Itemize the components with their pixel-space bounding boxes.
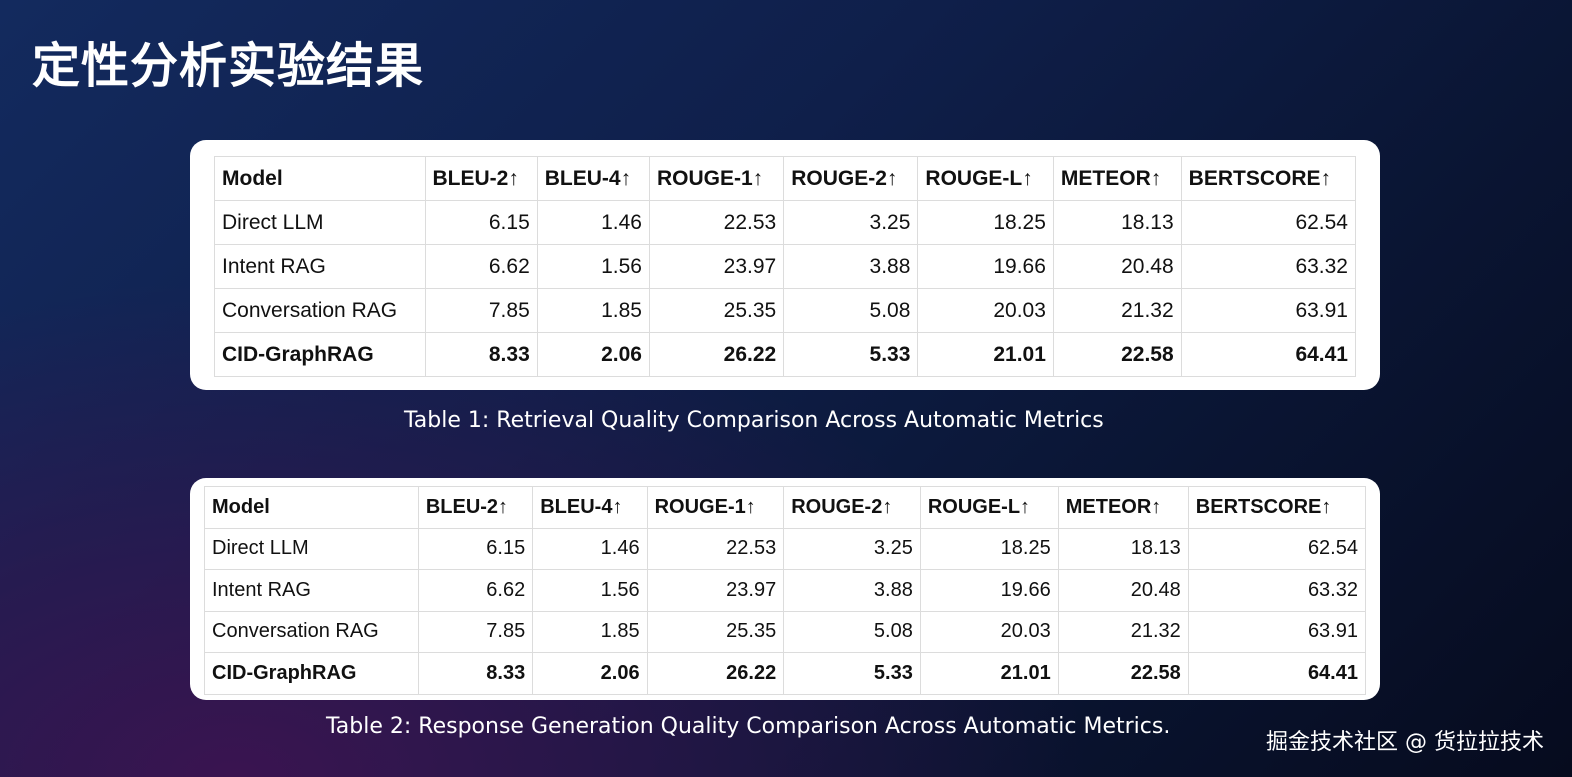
footer-watermark: 掘金技术社区 @ 货拉拉技术 bbox=[1266, 730, 1544, 755]
model-cell: CID-GraphRAG bbox=[204, 652, 419, 695]
value-cell: 5.08 bbox=[783, 288, 919, 333]
model-cell: Direct LLM bbox=[214, 200, 426, 245]
value-cell: 63.91 bbox=[1180, 288, 1357, 333]
column-header: ROUGE-2↑ bbox=[783, 486, 921, 529]
value-cell: 1.56 bbox=[536, 244, 650, 289]
column-header: BERTSCORE↑ bbox=[1187, 486, 1367, 529]
table-row: Direct LLM 6.15 1.46 22.53 3.25 18.25 18… bbox=[214, 200, 1357, 245]
value-cell: 1.56 bbox=[532, 569, 648, 612]
table-header-row: Model BLEU-2↑ BLEU-4↑ ROUGE-1↑ ROUGE-2↑ … bbox=[204, 486, 1367, 529]
value-cell: 3.88 bbox=[783, 569, 921, 612]
table-row: Intent RAG 6.62 1.56 23.97 3.88 19.66 20… bbox=[214, 244, 1357, 289]
value-cell: 1.85 bbox=[532, 610, 648, 653]
model-cell: Intent RAG bbox=[204, 569, 419, 612]
value-cell: 23.97 bbox=[646, 569, 785, 612]
column-header: ROUGE-L↑ bbox=[917, 156, 1054, 201]
value-cell: 20.03 bbox=[917, 288, 1054, 333]
model-cell: Intent RAG bbox=[214, 244, 426, 289]
value-cell: 6.15 bbox=[424, 200, 538, 245]
column-header: BLEU-4↑ bbox=[536, 156, 650, 201]
column-header: BLEU-2↑ bbox=[424, 156, 538, 201]
value-cell: 20.48 bbox=[1057, 569, 1189, 612]
column-header: ROUGE-2↑ bbox=[783, 156, 919, 201]
value-cell: 3.25 bbox=[783, 200, 919, 245]
table-row-best: CID-GraphRAG 8.33 2.06 26.22 5.33 21.01 … bbox=[204, 652, 1367, 695]
table1: Model BLEU-2↑ BLEU-4↑ ROUGE-1↑ ROUGE-2↑ … bbox=[214, 156, 1357, 377]
value-cell: 7.85 bbox=[417, 610, 534, 653]
value-cell: 5.33 bbox=[783, 652, 921, 695]
column-header: BLEU-2↑ bbox=[417, 486, 534, 529]
page-title: 定性分析实验结果 bbox=[32, 38, 425, 94]
value-cell: 22.58 bbox=[1052, 332, 1182, 377]
value-cell: 2.06 bbox=[536, 332, 650, 377]
value-cell: 62.54 bbox=[1180, 200, 1357, 245]
value-cell: 25.35 bbox=[646, 610, 785, 653]
column-header: METEOR↑ bbox=[1052, 156, 1182, 201]
value-cell: 18.25 bbox=[917, 200, 1054, 245]
column-header: Model bbox=[204, 486, 419, 529]
value-cell: 64.41 bbox=[1187, 652, 1367, 695]
value-cell: 8.33 bbox=[424, 332, 538, 377]
value-cell: 23.97 bbox=[648, 244, 785, 289]
table1-caption: Table 1: Retrieval Quality Comparison Ac… bbox=[404, 408, 1104, 433]
value-cell: 5.08 bbox=[783, 610, 921, 653]
value-cell: 64.41 bbox=[1180, 332, 1357, 377]
value-cell: 6.62 bbox=[417, 569, 534, 612]
value-cell: 21.01 bbox=[917, 332, 1054, 377]
model-cell: Direct LLM bbox=[204, 527, 419, 570]
value-cell: 63.32 bbox=[1180, 244, 1357, 289]
column-header: ROUGE-L↑ bbox=[919, 486, 1059, 529]
value-cell: 22.58 bbox=[1057, 652, 1189, 695]
column-header: BLEU-4↑ bbox=[532, 486, 648, 529]
value-cell: 21.01 bbox=[919, 652, 1059, 695]
value-cell: 5.33 bbox=[783, 332, 919, 377]
value-cell: 2.06 bbox=[532, 652, 648, 695]
value-cell: 62.54 bbox=[1187, 527, 1367, 570]
value-cell: 19.66 bbox=[917, 244, 1054, 289]
table2-caption: Table 2: Response Generation Quality Com… bbox=[326, 714, 1171, 739]
value-cell: 18.13 bbox=[1057, 527, 1189, 570]
value-cell: 21.32 bbox=[1057, 610, 1189, 653]
value-cell: 6.15 bbox=[417, 527, 534, 570]
value-cell: 1.85 bbox=[536, 288, 650, 333]
value-cell: 25.35 bbox=[648, 288, 785, 333]
value-cell: 21.32 bbox=[1052, 288, 1182, 333]
value-cell: 1.46 bbox=[536, 200, 650, 245]
value-cell: 6.62 bbox=[424, 244, 538, 289]
column-header: BERTSCORE↑ bbox=[1180, 156, 1357, 201]
table-row-best: CID-GraphRAG 8.33 2.06 26.22 5.33 21.01 … bbox=[214, 332, 1357, 377]
value-cell: 22.53 bbox=[648, 200, 785, 245]
value-cell: 18.25 bbox=[919, 527, 1059, 570]
table-row: Intent RAG 6.62 1.56 23.97 3.88 19.66 20… bbox=[204, 569, 1367, 612]
table-row: Direct LLM 6.15 1.46 22.53 3.25 18.25 18… bbox=[204, 527, 1367, 570]
value-cell: 22.53 bbox=[646, 527, 785, 570]
value-cell: 26.22 bbox=[648, 332, 785, 377]
value-cell: 63.32 bbox=[1187, 569, 1367, 612]
value-cell: 26.22 bbox=[646, 652, 785, 695]
value-cell: 20.48 bbox=[1052, 244, 1182, 289]
table-row: Conversation RAG 7.85 1.85 25.35 5.08 20… bbox=[204, 610, 1367, 653]
value-cell: 3.88 bbox=[783, 244, 919, 289]
table2-card: Model BLEU-2↑ BLEU-4↑ ROUGE-1↑ ROUGE-2↑ … bbox=[190, 478, 1380, 700]
model-cell: Conversation RAG bbox=[204, 610, 419, 653]
value-cell: 1.46 bbox=[532, 527, 648, 570]
model-cell: CID-GraphRAG bbox=[214, 332, 426, 377]
table-row: Conversation RAG 7.85 1.85 25.35 5.08 20… bbox=[214, 288, 1357, 333]
value-cell: 18.13 bbox=[1052, 200, 1182, 245]
column-header: ROUGE-1↑ bbox=[648, 156, 785, 201]
column-header: Model bbox=[214, 156, 426, 201]
value-cell: 20.03 bbox=[919, 610, 1059, 653]
value-cell: 3.25 bbox=[783, 527, 921, 570]
table2: Model BLEU-2↑ BLEU-4↑ ROUGE-1↑ ROUGE-2↑ … bbox=[204, 486, 1367, 695]
value-cell: 19.66 bbox=[919, 569, 1059, 612]
table1-card: Model BLEU-2↑ BLEU-4↑ ROUGE-1↑ ROUGE-2↑ … bbox=[190, 140, 1380, 390]
column-header: ROUGE-1↑ bbox=[646, 486, 785, 529]
table-header-row: Model BLEU-2↑ BLEU-4↑ ROUGE-1↑ ROUGE-2↑ … bbox=[214, 156, 1357, 201]
value-cell: 63.91 bbox=[1187, 610, 1367, 653]
value-cell: 7.85 bbox=[424, 288, 538, 333]
value-cell: 8.33 bbox=[417, 652, 534, 695]
model-cell: Conversation RAG bbox=[214, 288, 426, 333]
column-header: METEOR↑ bbox=[1057, 486, 1189, 529]
